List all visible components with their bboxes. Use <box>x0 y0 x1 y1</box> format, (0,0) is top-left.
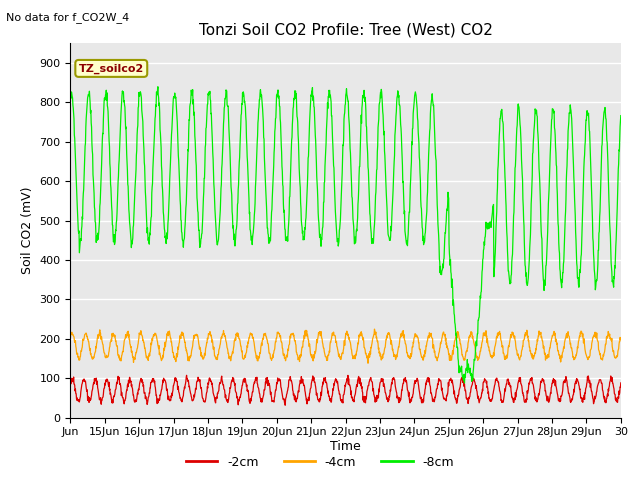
-2cm <box>152 392 160 398</box>
-4cm <box>152 333 160 339</box>
-4cm <box>364 360 372 366</box>
-8cm <box>154 84 162 90</box>
Y-axis label: Soil CO2 (mV): Soil CO2 (mV) <box>21 187 34 274</box>
-4cm <box>617 336 625 341</box>
-8cm <box>321 163 329 169</box>
-8cm <box>461 380 468 386</box>
-2cm <box>611 391 618 396</box>
-8cm <box>557 276 564 282</box>
-2cm <box>557 398 564 404</box>
-4cm <box>476 351 484 357</box>
Text: TZ_soilco2: TZ_soilco2 <box>79 63 144 73</box>
Line: -8cm: -8cm <box>70 87 621 383</box>
-8cm <box>67 97 74 103</box>
-2cm <box>476 396 484 402</box>
-8cm <box>611 276 618 282</box>
-4cm <box>67 335 74 341</box>
-4cm <box>371 326 378 332</box>
-4cm <box>321 350 328 356</box>
Title: Tonzi Soil CO2 Profile: Tree (West) CO2: Tonzi Soil CO2 Profile: Tree (West) CO2 <box>198 23 493 38</box>
-8cm <box>152 89 160 95</box>
-2cm <box>617 380 625 386</box>
-2cm <box>67 381 74 387</box>
Line: -2cm: -2cm <box>70 375 621 405</box>
Text: No data for f_CO2W_4: No data for f_CO2W_4 <box>6 12 130 23</box>
-2cm <box>282 402 289 408</box>
Line: -4cm: -4cm <box>70 329 621 363</box>
-8cm <box>617 113 625 119</box>
-4cm <box>331 333 339 338</box>
Legend: -2cm, -4cm, -8cm: -2cm, -4cm, -8cm <box>181 451 459 474</box>
-8cm <box>332 209 339 215</box>
-4cm <box>557 359 564 365</box>
X-axis label: Time: Time <box>330 440 361 453</box>
-2cm <box>321 375 329 381</box>
-2cm <box>183 372 191 378</box>
-8cm <box>476 300 484 306</box>
-2cm <box>332 376 340 382</box>
-4cm <box>611 353 618 359</box>
